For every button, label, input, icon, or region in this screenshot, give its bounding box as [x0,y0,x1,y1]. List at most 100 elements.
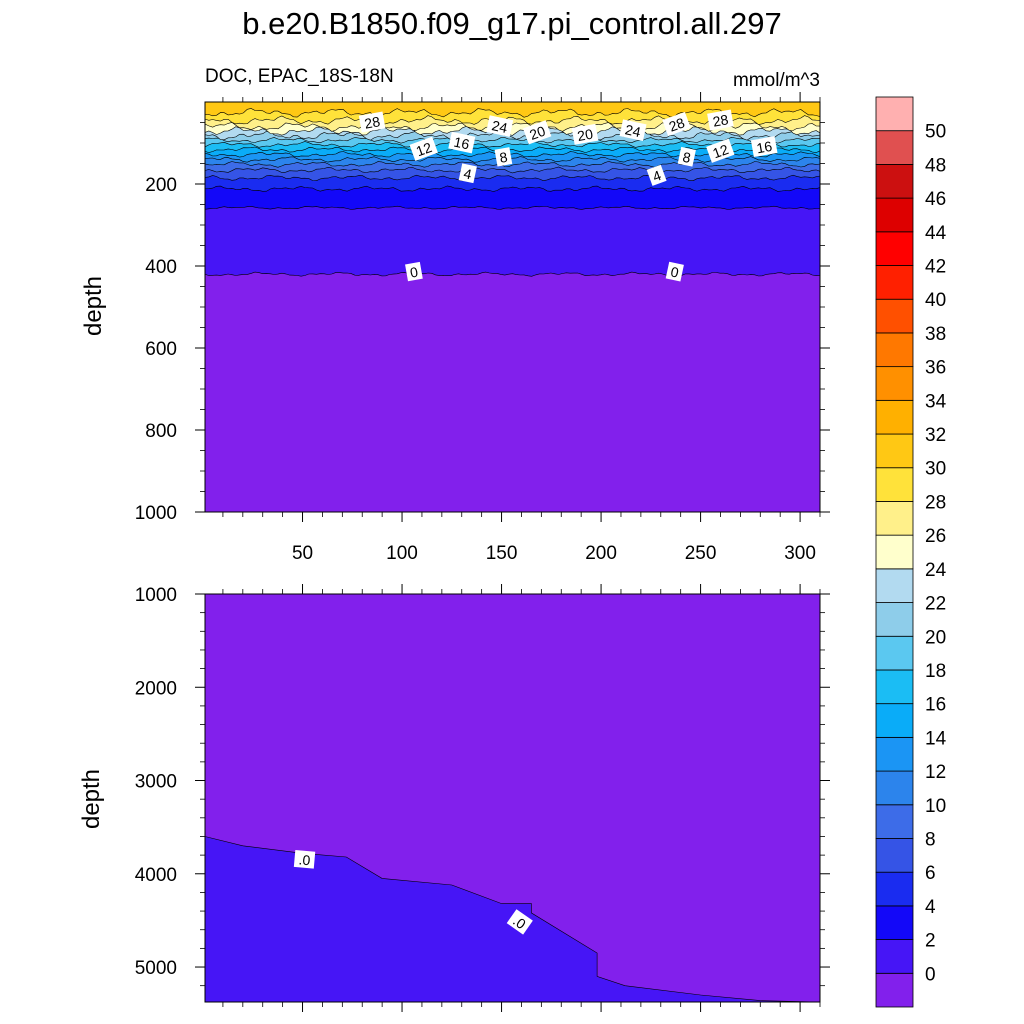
upper-y-axis-label: depth [80,276,107,336]
colorbar-label: 36 [925,358,946,379]
contour-label-bg [571,123,599,145]
colorbar-swatch [875,568,914,603]
contour-label-text: 16 [755,138,773,156]
lower-y-axis-label: depth [78,769,105,829]
variable-region-label: DOC, EPAC_18S-18N [205,66,394,87]
colorbar-swatch [875,332,914,368]
upper-x-tick-label: 200 [585,543,617,564]
contour-label-text: 0 [409,264,420,281]
upper-x-tick-label: 50 [292,543,313,564]
colorbar-label: 14 [925,728,947,749]
contour-line-0 [205,271,820,277]
contour-label-text: 24 [624,121,643,140]
colorbar-swatch [875,838,914,873]
contour-label: 8 [494,147,513,167]
colorbar-label: 42 [925,257,946,278]
colorbar-label: 6 [925,863,936,884]
contour-label-text: 20 [527,123,547,143]
contour-label-bg [458,163,477,184]
contour-label: 12 [706,138,735,163]
lower-y-tick-label: 2000 [135,678,177,699]
contour-label-text: 28 [363,113,381,131]
upper-x-tick-label: 250 [685,543,717,564]
contour-label-bg [523,120,552,145]
colorbar-label: 34 [925,391,947,412]
contour-label: 24 [619,119,647,142]
colorbar-swatch [875,972,914,1008]
contour-label-text: 12 [414,139,434,159]
upper-y-tick-label: 400 [145,257,177,278]
colorbar-swatch [875,164,914,199]
colorbar-label: 26 [925,526,946,547]
colorbar-label: 28 [925,492,946,513]
units-label: mmol/m^3 [733,70,820,91]
contour-line-22 [205,130,820,141]
colorbar-swatch [875,635,914,671]
contour-label-bg [486,115,514,137]
upper-y-tick-label: 200 [145,175,177,196]
contour-line-20 [205,136,820,144]
contour-label: 8 [677,146,696,167]
colorbar-label: 2 [925,931,936,952]
colorbar-swatch [875,433,914,469]
contour-label: 4 [458,163,477,184]
contour-label-text: 4 [462,165,473,182]
contour-line-8 [205,166,820,174]
colorbar: 0246810121416182022242628303234363840424… [875,96,947,1008]
contour-label-bg [707,109,734,131]
contour-label: 20 [523,120,552,145]
colorbar-swatch [875,871,914,907]
lower-contour-line-0 [204,836,821,1003]
contour-label-bg [448,131,476,154]
colorbar-swatch [875,736,914,772]
lower-y-tick-label: 4000 [135,865,177,886]
contour-line-4 [205,185,820,192]
lower-contour-label-bg [506,909,533,935]
colorbar-label: 30 [925,459,946,480]
contour-label-text: 16 [452,134,471,153]
colorbar-label: 10 [925,796,946,817]
colorbar-label: 8 [925,830,936,851]
contour-label: 0 [405,261,423,282]
colorbar-label: 20 [925,627,946,648]
contour-label: 16 [448,131,476,154]
colorbar-label: 24 [925,560,947,581]
contour-label-bg [646,164,667,186]
lower-y-tick-label: 3000 [135,772,177,793]
upper-x-tick-label: 100 [386,543,418,564]
colorbar-swatch [875,669,914,705]
contour-label-bg [358,111,386,133]
colorbar-label: 22 [925,594,946,615]
upper-y-tick-label: 800 [145,421,177,442]
colorbar-swatch [875,231,914,266]
colorbar-label: 4 [925,897,936,918]
colorbar-label: 16 [925,695,946,716]
contour-label-bg [494,147,513,167]
colorbar-swatch [875,534,914,570]
contour-label: 4 [646,164,667,186]
lower-depth-panel: 1000 2000 3000 4000 5000 .0 .0 [135,584,830,1012]
contour-line-30 [205,108,820,118]
colorbar-label: 48 [925,155,946,176]
contour-label-text: 0 [669,263,680,280]
lower-contour-label-text: .0 [298,851,311,868]
upper-y-tick-label: 600 [145,339,177,360]
lower-contour-label: .0 [293,849,316,869]
colorbar-swatch [875,905,914,940]
colorbar-swatch [875,96,914,132]
colorbar-swatch [875,130,914,165]
contour-label-bg [662,111,691,137]
contour-label: 28 [707,109,734,131]
contour-label-bg [619,119,647,142]
contour-label-text: 28 [711,111,729,129]
contour-label-bg [706,138,735,163]
contour-line-24 [205,125,820,136]
upper-x-tick-label: 300 [784,543,816,564]
contour-label-bg [665,261,684,282]
colorbar-label: 38 [925,324,946,345]
lower-contour-label: .0 [506,909,533,935]
colorbar-label: 18 [925,661,946,682]
contour-label-text: 24 [490,117,509,136]
contour-label-text: 28 [667,114,687,134]
